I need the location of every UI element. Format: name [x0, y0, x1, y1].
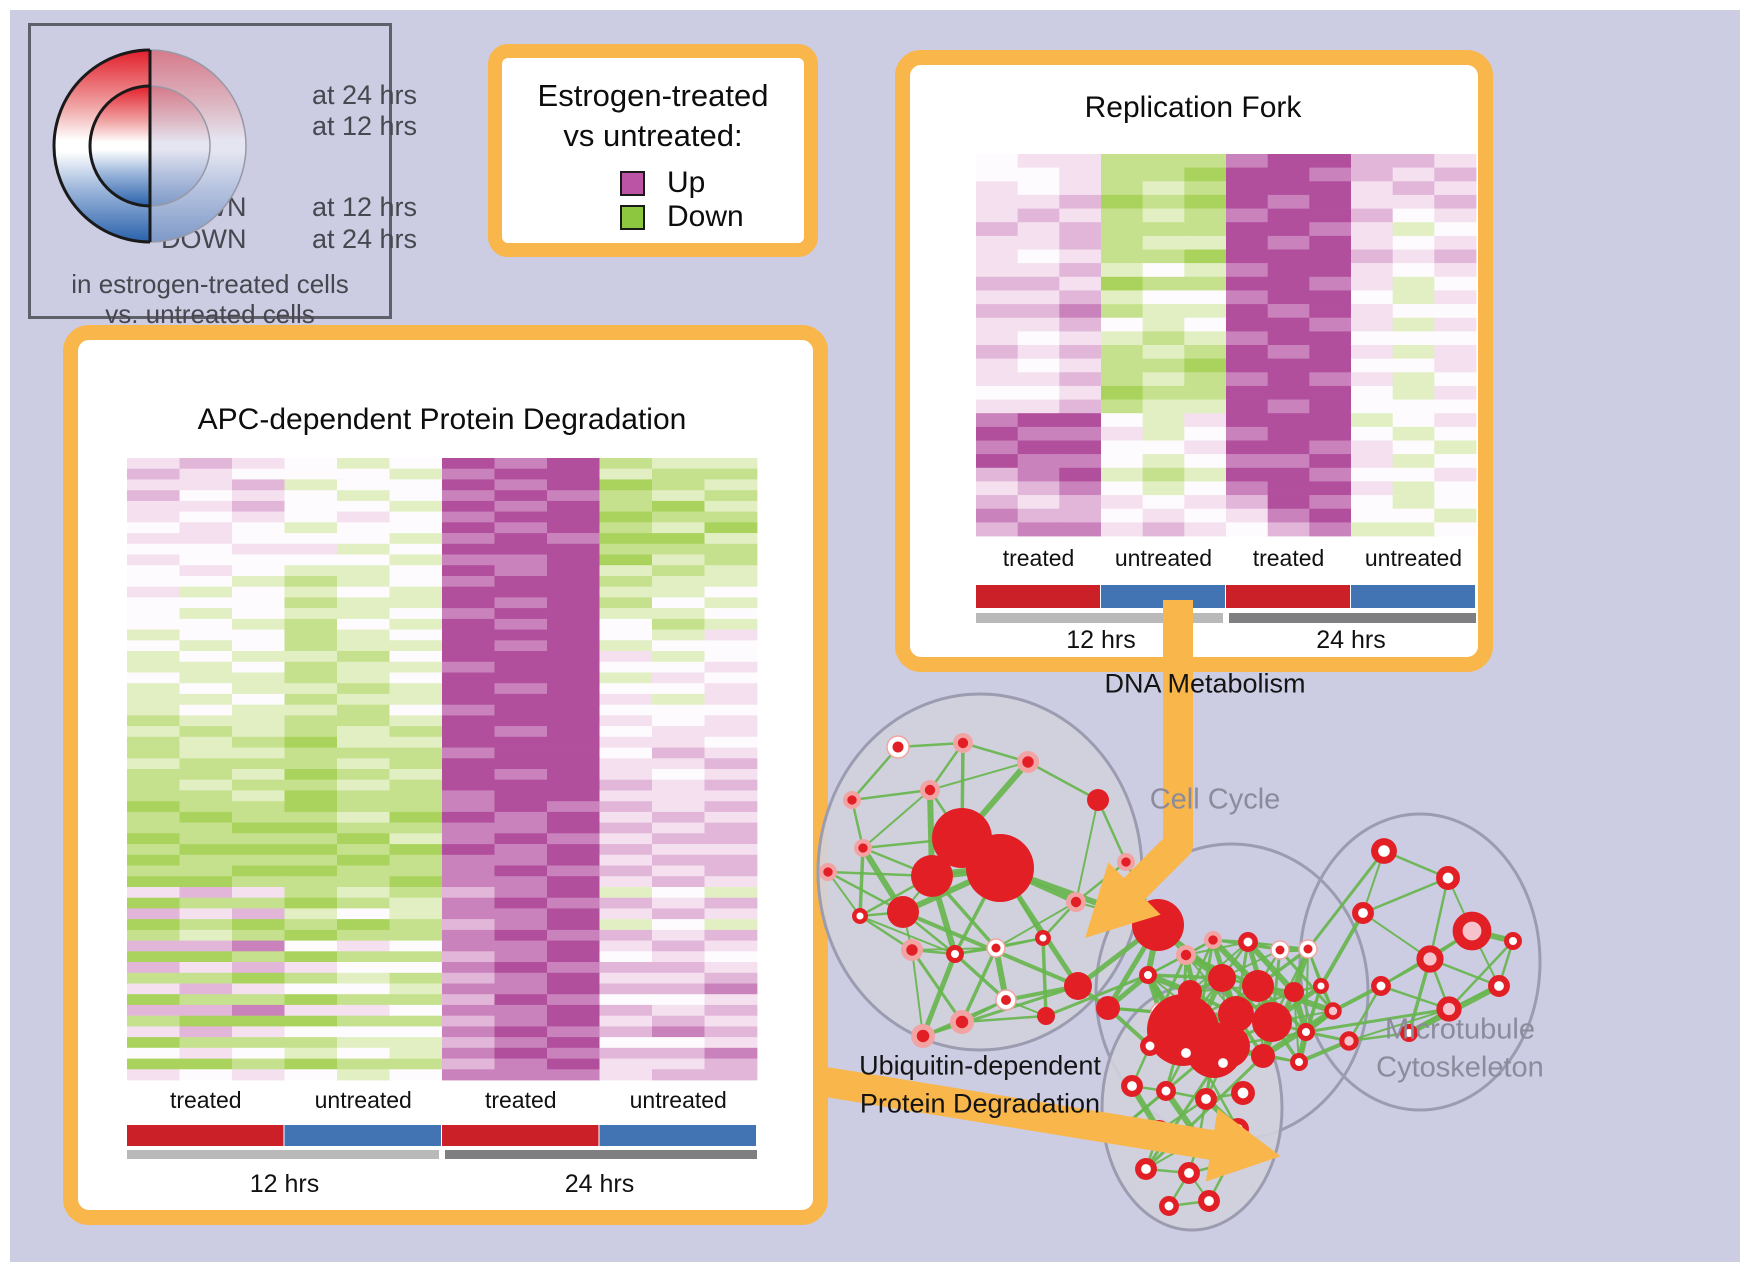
legend-caption-line1: in estrogen-treated cells: [71, 269, 349, 299]
microtubule-label-line1: Microtubule: [1385, 1013, 1535, 1046]
estrogen-key-box: Estrogen-treated vs untreated: Up Down: [488, 44, 818, 257]
ubiquitin-label-line1: Ubiquitin-dependent: [859, 1050, 1101, 1081]
ubiquitin-label-line2: Protein Degradation: [859, 1088, 1101, 1119]
legend-row-down-24: DOWN at 24 hrs: [161, 224, 417, 255]
replication-fork-title: Replication Fork: [1084, 91, 1302, 124]
legend-direction: UP: [161, 80, 199, 110]
apc-degradation-box: [63, 325, 828, 1225]
legend-time: at 12 hrs: [311, 111, 417, 141]
legend-direction: DOWN: [161, 192, 247, 222]
ring-legend-box: UP at 24 hrs UP at 12 hrs DOWN at 12 hrs…: [28, 23, 417, 329]
down-color-swatch: [620, 204, 645, 230]
replication-fork-box: [895, 50, 1493, 672]
legend-row-up-12: UP at 12 hrs: [161, 111, 417, 142]
legend-caption-line2: vs. untreated cells: [105, 299, 315, 329]
legend-time: at 24 hrs: [311, 224, 417, 254]
up-label: Up: [667, 166, 706, 199]
up-color-swatch: [620, 170, 645, 196]
key-item-up: Up: [620, 166, 705, 200]
legend-row-down-12: DOWN at 12 hrs: [161, 192, 417, 223]
legend-time: at 24 hrs: [311, 80, 417, 110]
legend-time: at 12 hrs: [311, 192, 417, 222]
apc-degradation-title: APC-dependent Protein Degradation: [197, 403, 687, 436]
down-label: Down: [667, 200, 744, 233]
key-title-line2: vs untreated:: [563, 118, 743, 153]
legend-row-up-24: UP at 24 hrs: [161, 80, 417, 111]
legend-direction: DOWN: [161, 224, 247, 254]
microtubule-label-line2: Cytoskeleton: [1376, 1051, 1544, 1084]
key-title-line1: Estrogen-treated: [537, 78, 769, 113]
dna-metabolism-label: DNA Metabolism: [1104, 668, 1306, 699]
key-item-down: Down: [620, 200, 744, 234]
cell-cycle-label: Cell Cycle: [1149, 783, 1281, 816]
legend-direction: UP: [161, 111, 199, 141]
